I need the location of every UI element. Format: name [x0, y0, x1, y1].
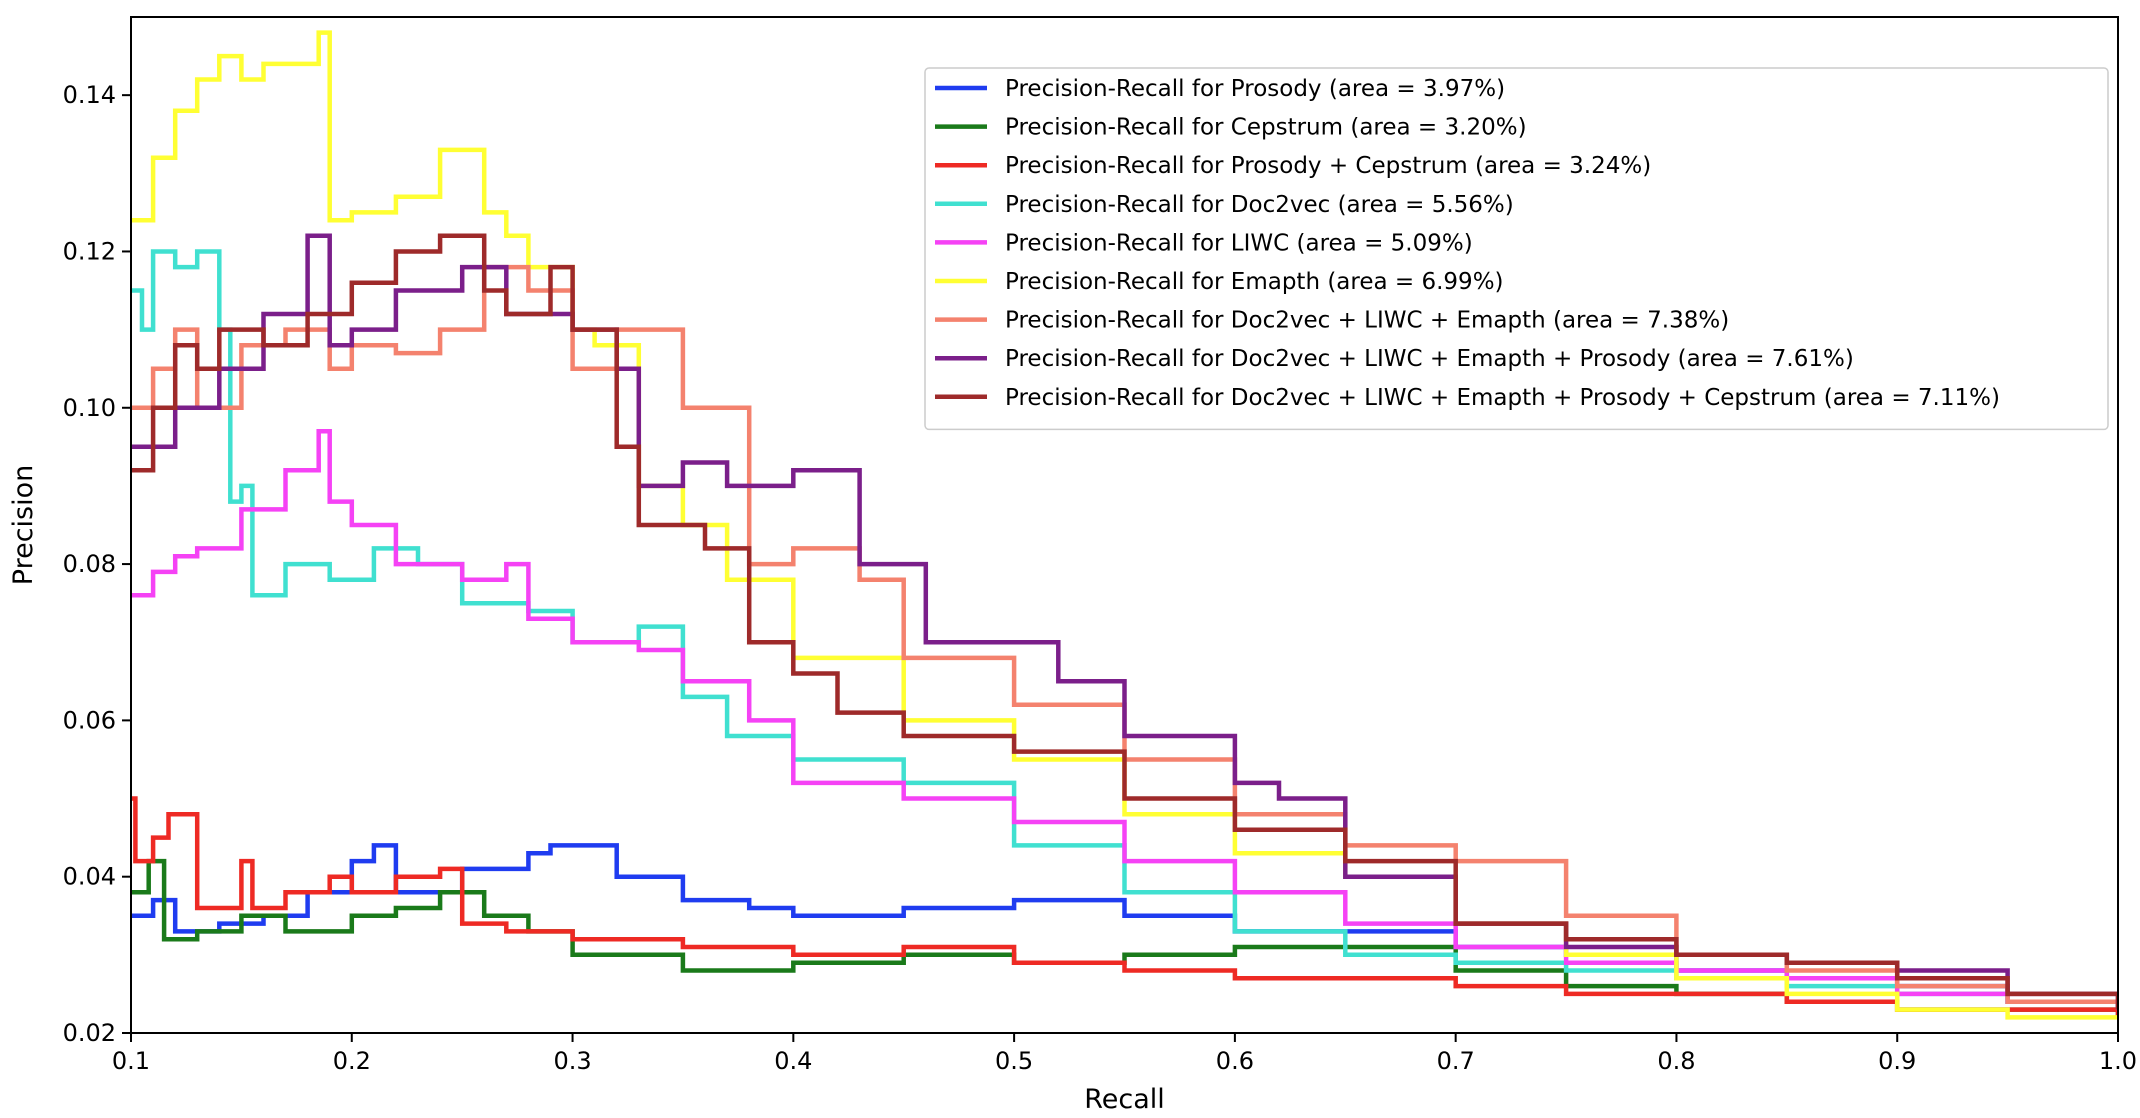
legend-label: Precision-Recall for Doc2vec (area = 5.5… [1005, 192, 1514, 218]
series-line-2 [131, 858, 2118, 1018]
series-line-7 [131, 264, 2118, 1010]
x-tick-label: 0.7 [1437, 1047, 1475, 1075]
x-tick-label: 0.2 [333, 1047, 371, 1075]
x-tick-label: 0.3 [553, 1047, 591, 1075]
plot-frame [130, 16, 2119, 1034]
x-axis-ticks: 0.1 0.2 0.3 0.4 0.5 0.6 0.7 0.8 0.9 1.0 [112, 1033, 2137, 1075]
x-tick-label: 1.0 [2099, 1047, 2137, 1075]
y-tick-label: 0.14 [63, 81, 116, 109]
legend-label: Precision-Recall for Doc2vec + LIWC + Em… [1005, 346, 1854, 372]
y-axis-title: Precision [8, 465, 39, 585]
y-tick-label: 0.04 [63, 863, 116, 891]
plot-lines [131, 30, 2118, 1020]
y-tick-label: 0.10 [63, 394, 116, 422]
legend-label: Precision-Recall for Emapth (area = 6.99… [1005, 269, 1504, 295]
x-tick-label: 0.5 [995, 1047, 1033, 1075]
y-axis-ticks: 0.02 0.04 0.06 0.08 0.10 0.12 0.14 [63, 81, 131, 1047]
legend-label: Precision-Recall for Doc2vec + LIWC + Em… [1005, 308, 1729, 334]
series-line-3 [131, 796, 2118, 1018]
legend-label: Precision-Recall for LIWC (area = 5.09%) [1005, 230, 1473, 256]
legend-label: Precision-Recall for Prosody + Cepstrum … [1005, 153, 1651, 179]
y-tick-label: 0.12 [63, 237, 116, 265]
legend-box [924, 67, 2109, 431]
x-tick-label: 0.4 [774, 1047, 812, 1075]
x-tick-label: 0.1 [112, 1047, 150, 1075]
series-line-9 [131, 233, 2118, 1010]
legend: Precision-Recall for Prosody (area = 3.9… [924, 67, 2109, 431]
x-tick-label: 0.6 [1216, 1047, 1254, 1075]
y-tick-label: 0.02 [63, 1019, 116, 1047]
legend-label: Precision-Recall for Prosody (area = 3.9… [1005, 76, 1505, 102]
y-tick-label: 0.08 [63, 550, 116, 578]
y-tick-label: 0.06 [63, 706, 116, 734]
series-line-5 [131, 428, 2118, 1010]
legend-label: Precision-Recall for Cepstrum (area = 3.… [1005, 115, 1527, 141]
series-line-8 [131, 233, 2118, 1010]
x-tick-label: 0.8 [1657, 1047, 1695, 1075]
x-tick-label: 0.9 [1878, 1047, 1916, 1075]
legend-label: Precision-Recall for Doc2vec + LIWC + Em… [1005, 385, 2000, 411]
x-axis-title: Recall [1084, 1084, 1165, 1115]
